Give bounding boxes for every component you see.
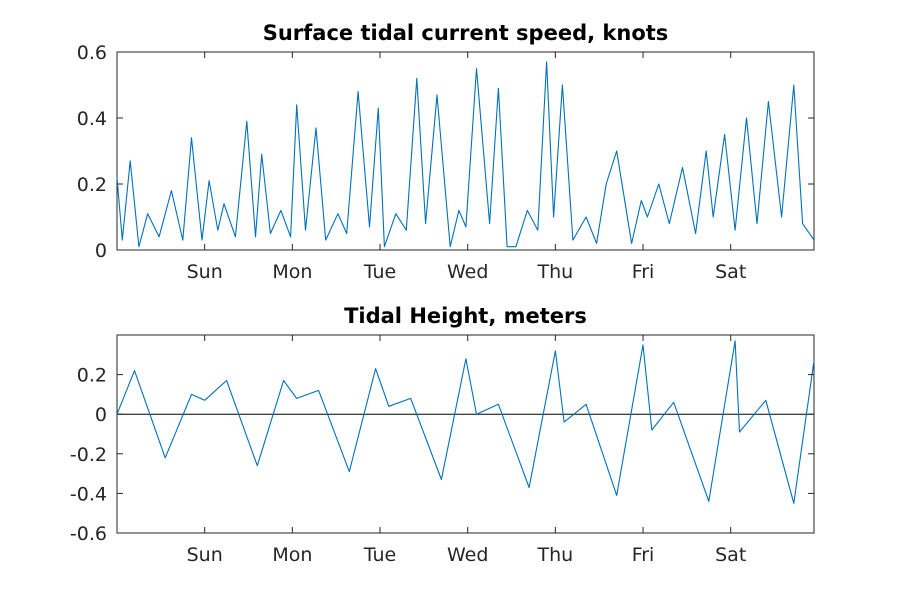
x-tick-label-fri: Fri [632, 544, 655, 566]
y-tick-label: -0.6 [70, 523, 107, 545]
x-tick-label-sat: Sat [715, 261, 746, 283]
plot-frame [116, 51, 815, 251]
y-tick-label: 0.6 [77, 42, 107, 64]
y-tick-label: -0.2 [70, 444, 107, 466]
x-tick-label-tue: Tue [363, 544, 396, 566]
x-tick-label-mon: Mon [272, 544, 312, 566]
y-tick-label: -0.4 [70, 483, 107, 505]
x-tick-label-sun: Sun [187, 544, 223, 566]
plot-frame [116, 334, 815, 534]
x-tick-label-sun: Sun [187, 261, 223, 283]
x-tick-label-mon: Mon [272, 261, 312, 283]
y-tick-label: 0.2 [77, 174, 107, 196]
x-tick-label-tue: Tue [363, 261, 396, 283]
y-tick-label: 0.2 [77, 365, 107, 387]
current-speed-chart: Sun Mon Tue Wed Thu Fri Sat 0 0.2 0.4 0.6 Surface t… [77, 21, 815, 283]
x-tick-label-sat: Sat [715, 544, 746, 566]
x-tick-label-thu: Thu [537, 544, 574, 566]
series-line-tidal-height [116, 340, 815, 504]
series-line-current-speed [116, 61, 815, 248]
x-tick-label-wed: Wed [447, 261, 488, 283]
y-tick-label: 0.4 [77, 108, 107, 130]
y-tick-label: 0 [95, 404, 107, 426]
x-tick-label-wed: Wed [447, 544, 488, 566]
chart-title: Surface tidal current speed, knots [263, 21, 669, 45]
x-tick-label-fri: Fri [632, 261, 655, 283]
tidal-height-chart: Sun Mon Tue Wed Thu Fri Sat -0.6 -0.4 -0.2 0 0.2 Tid… [70, 304, 815, 566]
x-tick-label-thu: Thu [537, 261, 574, 283]
y-tick-label: 0 [95, 240, 107, 262]
chart-title: Tidal Height, meters [344, 304, 587, 328]
